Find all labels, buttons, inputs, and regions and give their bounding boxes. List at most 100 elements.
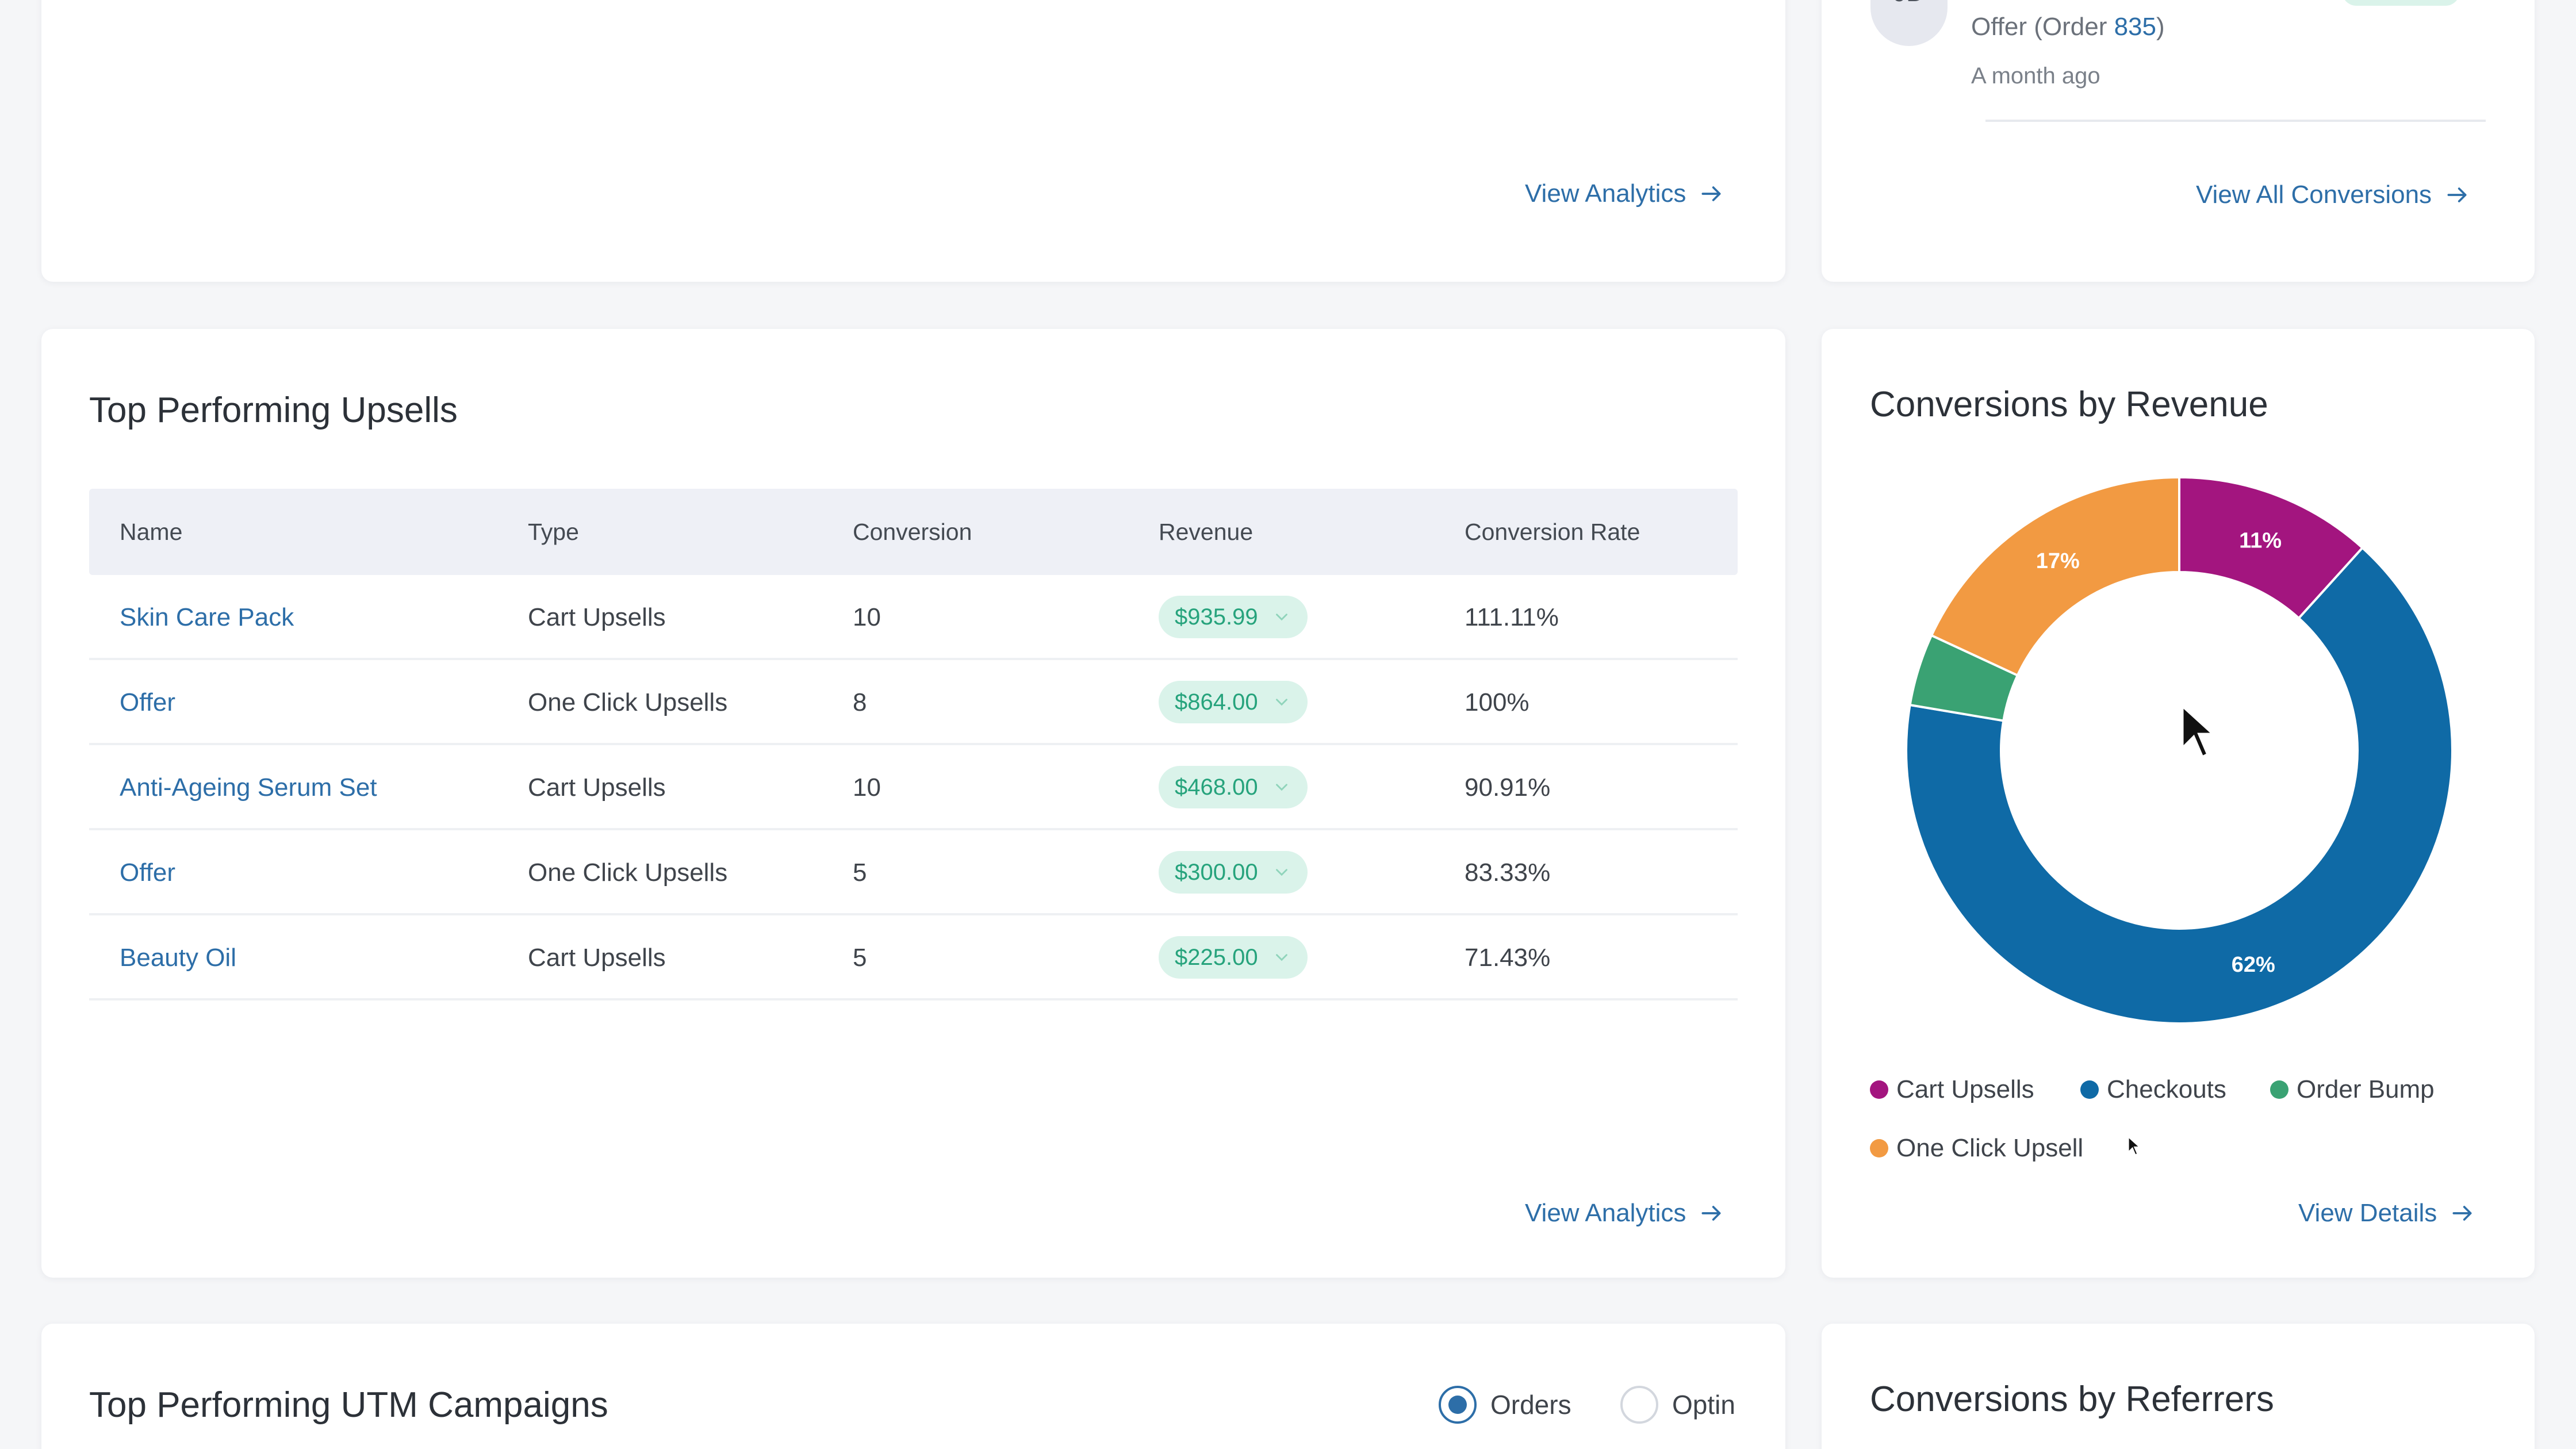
revenue-dropdown[interactable]: $935.99 (1159, 596, 1308, 638)
upsell-name-link[interactable]: Beauty Oil (120, 944, 236, 972)
utm-campaigns-card (41, 1324, 1785, 1449)
upsell-type: Cart Upsells (528, 603, 666, 631)
upsell-conversion: 8 (853, 688, 867, 716)
column-header-conversion-rate: Conversion Rate (1465, 519, 1640, 545)
radio-selected-icon (1439, 1386, 1477, 1424)
legend-label: One Click Upsell (1896, 1134, 2084, 1162)
table-row: Beauty Oil Cart Upsells 5 $225.00 71.43% (89, 915, 1738, 1000)
upsell-conversion-rate: 83.33% (1465, 858, 1551, 887)
view-analytics-label: View Analytics (1525, 179, 1686, 208)
legend-item-order-bump: Order Bump (2270, 1075, 2435, 1104)
donut-slice-checkouts[interactable] (1905, 546, 2454, 1025)
revenue-value: $864.00 (1175, 689, 1258, 715)
revenue-dropdown[interactable]: $468.00 (1159, 766, 1308, 808)
view-analytics-label: View Analytics (1525, 1199, 1686, 1227)
avatar-initials: JD (1893, 0, 1925, 7)
revenue-dropdown[interactable]: $864.00 (1159, 681, 1308, 723)
mouse-cursor-small-icon (2128, 1136, 2141, 1156)
upsell-conversion-rate: 90.91% (1465, 773, 1551, 802)
conversions-by-referrers-title: Conversions by Referrers (1870, 1379, 2274, 1419)
table-header: Name Type Conversion Revenue Conversion … (89, 489, 1738, 575)
offer-suffix: ) (2156, 13, 2165, 41)
legend-label: Checkouts (2107, 1075, 2226, 1103)
column-header-revenue: Revenue (1159, 519, 1254, 545)
table-row: Offer One Click Upsells 5 $300.00 83.33% (89, 830, 1738, 915)
conversion-time: A month ago (1971, 63, 2100, 89)
upsell-type: One Click Upsells (528, 858, 728, 887)
upsell-conversion-rate: 100% (1465, 688, 1529, 716)
upsell-name-link[interactable]: Skin Care Pack (120, 603, 294, 631)
conversions-by-referrers-card (1822, 1324, 2535, 1449)
legend-label: Order Bump (2297, 1075, 2435, 1103)
avatar: JD (1870, 0, 1948, 46)
upsell-name-link[interactable]: Offer (120, 688, 176, 716)
upsell-type: One Click Upsells (528, 688, 728, 716)
legend-dot (2270, 1080, 2288, 1099)
upsell-conversion-rate: 111.11% (1465, 603, 1559, 631)
conversion-offer-text: Offer (Order 835) (1971, 13, 2165, 41)
view-analytics-link[interactable]: View Analytics (1525, 179, 1724, 208)
arrow-right-icon (2452, 1206, 2472, 1221)
chevron-down-icon (1275, 784, 1287, 791)
view-analytics-link[interactable]: View Analytics (1525, 1199, 1724, 1228)
chevron-down-icon (1275, 954, 1287, 961)
legend-item-checkouts: Checkouts (2080, 1075, 2226, 1104)
recent-conversions-card: JD Offer (Order 835) A month ago View Al… (1822, 0, 2535, 282)
donut-label-checkouts: 62% (2232, 953, 2275, 977)
top-upsells-title: Top Performing Upsells (89, 390, 458, 430)
radio-unselected-icon (1620, 1386, 1658, 1424)
upsell-conversion: 5 (853, 944, 867, 972)
upsell-type: Cart Upsells (528, 773, 666, 802)
revenue-value: $225.00 (1175, 945, 1258, 970)
conversions-by-revenue-title: Conversions by Revenue (1870, 385, 2268, 424)
chevron-down-icon (1275, 699, 1287, 706)
legend-item-cart-upsells: Cart Upsells (1870, 1075, 2034, 1104)
upsell-conversion: 5 (853, 858, 867, 887)
arrow-right-icon (1701, 1206, 1721, 1221)
revenue-donut-chart: 11% 62% 17% (1905, 476, 2454, 1025)
optin-radio-label: Optin (1672, 1390, 1735, 1420)
utm-campaigns-title: Top Performing UTM Campaigns (89, 1385, 608, 1425)
column-header-type: Type (528, 519, 579, 545)
chevron-down-icon (1275, 869, 1287, 876)
order-number-link[interactable]: 835 (2114, 13, 2156, 41)
revenue-value: $300.00 (1175, 860, 1258, 885)
top-upsells-card (41, 329, 1785, 1278)
view-all-conversions-link[interactable]: View All Conversions (2196, 181, 2470, 209)
orders-radio[interactable]: Orders (1439, 1386, 1571, 1424)
upsell-conversion: 10 (853, 603, 881, 631)
arrow-right-icon (1701, 186, 1721, 201)
analytics-card: View Analytics (41, 0, 1785, 282)
upsell-name-link[interactable]: Anti-Ageing Serum Set (120, 773, 377, 802)
view-details-link[interactable]: View Details (2298, 1199, 2475, 1228)
legend-dot (1870, 1080, 1888, 1099)
status-badge (2342, 0, 2460, 6)
legend-label: Cart Upsells (1896, 1075, 2034, 1103)
optin-radio[interactable]: Optin (1620, 1386, 1735, 1424)
view-all-conversions-label: View All Conversions (2196, 181, 2432, 209)
upsell-conversion-rate: 71.43% (1465, 944, 1551, 972)
view-details-label: View Details (2298, 1199, 2437, 1227)
donut-label-cart-upsells: 11% (2239, 529, 2282, 553)
legend-dot (1870, 1139, 1888, 1157)
table-row: Skin Care Pack Cart Upsells 10 $935.99 1… (89, 575, 1738, 660)
upsell-conversion: 10 (853, 773, 881, 802)
orders-radio-label: Orders (1490, 1390, 1571, 1420)
donut-label-one-click-upsell: 17% (2036, 549, 2080, 573)
mouse-cursor-icon (2180, 703, 2218, 760)
revenue-value: $468.00 (1175, 775, 1258, 800)
revenue-dropdown[interactable]: $225.00 (1159, 936, 1308, 979)
legend-item-one-click-upsell: One Click Upsell (1870, 1134, 2083, 1163)
upsell-type: Cart Upsells (528, 944, 666, 972)
arrow-right-icon (2447, 187, 2467, 202)
revenue-value: $935.99 (1175, 604, 1258, 630)
donut-slice-one-click-upsell[interactable] (1930, 476, 2180, 677)
offer-prefix: Offer (Order (1971, 13, 2114, 41)
column-header-conversion: Conversion (853, 519, 972, 545)
column-header-name: Name (120, 519, 183, 545)
table-row: Anti-Ageing Serum Set Cart Upsells 10 $4… (89, 745, 1738, 830)
upsell-name-link[interactable]: Offer (120, 858, 176, 887)
divider (1985, 120, 2486, 122)
revenue-dropdown[interactable]: $300.00 (1159, 851, 1308, 894)
table-row: Offer One Click Upsells 8 $864.00 100% (89, 660, 1738, 745)
